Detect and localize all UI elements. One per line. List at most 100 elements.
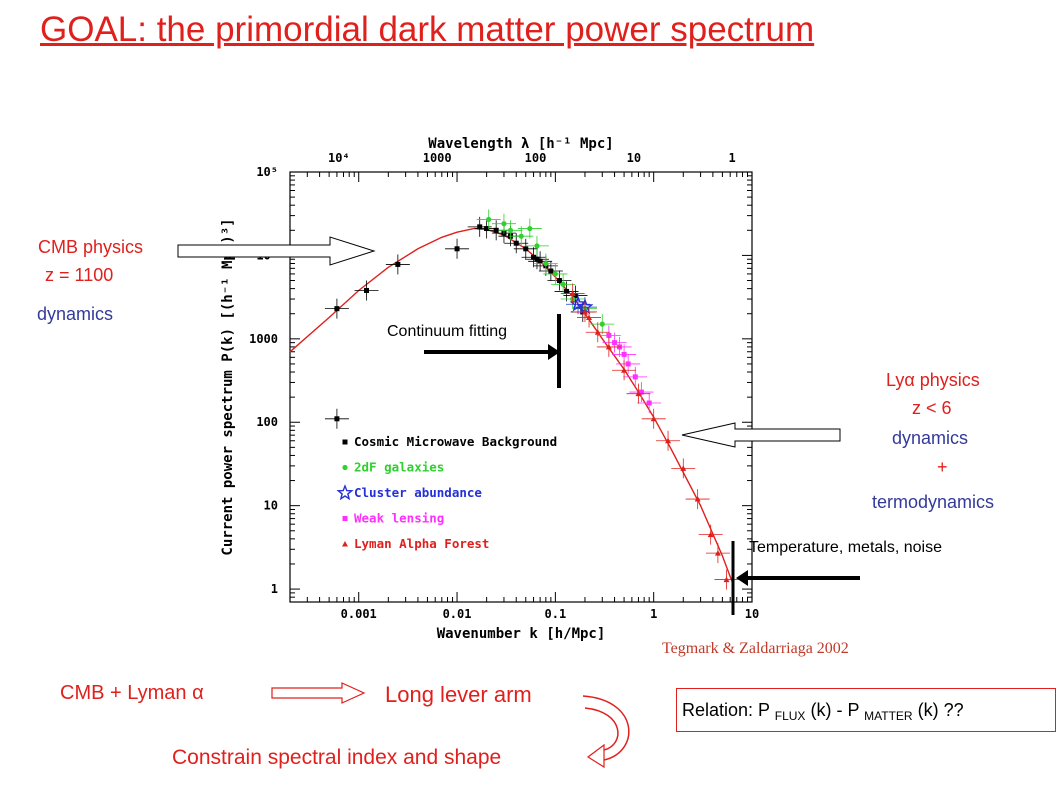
legend-label: Lyman Alpha Forest (354, 536, 489, 551)
data-point-0 (334, 416, 340, 422)
lya-arrow-icon (681, 422, 841, 448)
x-tick-label: 10 (745, 607, 759, 621)
data-point-1 (507, 227, 514, 233)
data-point-1 (501, 221, 507, 227)
relation-box: Relation: P FLUX (k) - P MATTER (k) ?? (676, 688, 1056, 732)
top-tick-label: 1000 (423, 151, 452, 165)
legend-label: Cluster abundance (354, 485, 482, 500)
data-point-3 (621, 351, 627, 357)
data-point-0 (477, 224, 483, 230)
data-point-4 (650, 415, 657, 422)
curved-arrow-icon (582, 695, 630, 769)
data-point-0 (395, 261, 401, 267)
data-point-4 (605, 343, 612, 350)
cmb-arrow-icon (177, 236, 376, 266)
citation: Tegmark & Zaldarriaga 2002 (662, 640, 849, 657)
top-tick-label: 10⁴ (328, 151, 350, 165)
temperature-arrow-icon (731, 541, 860, 615)
relation-flux-sub: FLUX (774, 709, 806, 723)
cmb-dynamics-label: dynamics (37, 304, 114, 324)
data-point-0 (364, 287, 370, 293)
top-tick-label: 1 (729, 151, 736, 165)
top-tick-label: 10 (627, 151, 641, 165)
data-point-3 (632, 374, 638, 380)
relation-matter-sub: MATTER (864, 709, 913, 723)
lya-physics-label: Lyα physics (886, 370, 980, 390)
data-point-4 (569, 290, 576, 296)
data-point-1 (560, 281, 566, 287)
continuum-fitting-label: Continuum fitting (387, 323, 508, 340)
data-point-4 (694, 496, 701, 502)
y-tick-label: 100 (256, 415, 278, 429)
legend-marker-4 (342, 541, 348, 547)
data-point-3 (606, 332, 612, 338)
x-axis-label: Wavenumber k [h/Mpc] (437, 626, 606, 642)
relation-suffix: (k) ?? (917, 700, 964, 720)
constrain-label: Constrain spectral index and shape (172, 746, 502, 769)
data-point-0 (531, 254, 537, 260)
data-point-4 (586, 314, 593, 321)
data-point-0 (454, 246, 460, 252)
data-point-0 (534, 256, 540, 262)
plot-frame (289, 171, 753, 603)
slide-title: GOAL: the primordial dark matter power s… (40, 10, 815, 49)
data-point-4 (707, 531, 714, 538)
lever-arm-arrow-icon (271, 682, 366, 704)
termodynamics-label: termodynamics (872, 492, 995, 512)
data-point-1 (543, 260, 549, 267)
relation-prefix: Relation: P (682, 700, 770, 720)
x-tick-label: 0.01 (443, 607, 472, 621)
temperature-label: Temperature, metals, noise (749, 539, 942, 556)
legend-label: Cosmic Microwave Background (354, 434, 557, 449)
top-tick-label: 100 (525, 151, 547, 165)
data-point-3 (638, 389, 644, 395)
data-point-4 (714, 550, 721, 556)
data-point-4 (665, 437, 672, 444)
cmb-redshift-label: z = 1100 (45, 265, 114, 285)
data-point-4 (594, 329, 601, 335)
data-point-0 (556, 278, 562, 284)
lya-dynamics-label: dynamics (892, 428, 969, 448)
y-axis-label: Current power spectrum P(k) [(h⁻¹ Mpc)³] (220, 218, 236, 555)
data-point-0 (523, 246, 529, 252)
data-point-1 (552, 271, 558, 277)
data-point-0 (484, 226, 490, 232)
data-point-0 (564, 288, 570, 294)
y-tick-label: 1000 (249, 332, 278, 346)
legend-marker-0 (342, 439, 348, 445)
relation-middle: (k) - P (810, 700, 860, 720)
x-tick-label: 0.1 (545, 607, 567, 621)
lya-redshift-label: z < 6 (912, 398, 952, 418)
data-point-1 (527, 225, 533, 232)
data-point-3 (612, 340, 618, 346)
y-tick-label: 10 (264, 499, 278, 513)
model-curve (289, 227, 735, 586)
data-point-1 (486, 216, 492, 223)
data-point-0 (537, 258, 543, 264)
legend-marker-1 (342, 464, 348, 471)
cmb-lyman-label: CMB + Lyman α (60, 682, 204, 704)
data-point-1 (518, 233, 524, 239)
data-point-0 (548, 268, 554, 274)
data-point-0 (493, 227, 499, 233)
data-point-3 (625, 361, 631, 367)
data-point-0 (334, 306, 340, 312)
lever-arm-label: Long lever arm (385, 682, 532, 707)
data-point-4 (680, 465, 687, 471)
data-point-4 (581, 308, 588, 315)
x-tick-label: 0.001 (341, 607, 377, 621)
data-point-4 (723, 576, 730, 583)
y-tick-label: 10⁵ (256, 165, 278, 179)
cmb-physics-label: CMB physics (38, 237, 144, 257)
y-tick-label: 1 (271, 582, 278, 596)
data-point-1 (534, 243, 540, 249)
continuum-arrow-icon (424, 314, 561, 388)
top-axis-label: Wavelength λ [h⁻¹ Mpc] (428, 136, 613, 152)
data-point-3 (646, 400, 652, 406)
data-point-4 (621, 367, 628, 373)
data-point-1 (599, 321, 605, 327)
data-point-0 (513, 240, 519, 246)
data-point-4 (635, 390, 642, 397)
plus-label: + (937, 457, 948, 477)
